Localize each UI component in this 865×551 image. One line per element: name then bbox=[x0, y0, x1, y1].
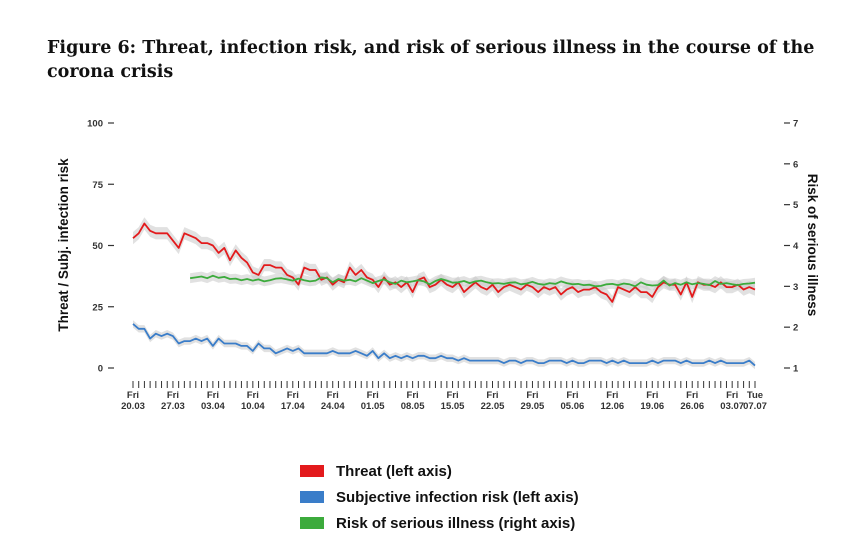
x-tick-label-date: 24.04 bbox=[321, 401, 345, 412]
legend-item-threat: Threat (left axis) bbox=[300, 458, 579, 484]
legend-item-serious-illness: Risk of serious illness (right axis) bbox=[300, 510, 579, 536]
x-tick-label-day: Tue bbox=[747, 390, 763, 401]
line-threat bbox=[132, 222, 756, 303]
x-tick-label-date: 01.05 bbox=[361, 401, 385, 412]
right-y-tick-label: 7 bbox=[793, 119, 798, 130]
x-tick-label-date: 03.07 bbox=[720, 401, 744, 412]
x-tick-label-date: 03.04 bbox=[201, 401, 225, 412]
x-tick-label-day: Fri bbox=[207, 390, 219, 401]
legend-item-infection-risk: Subjective infection risk (left axis) bbox=[300, 484, 579, 510]
legend: Threat (left axis) Subjective infection … bbox=[300, 458, 579, 536]
x-tick-label-day: Fri bbox=[486, 390, 498, 401]
x-tick-label-date: 19.06 bbox=[640, 401, 664, 412]
x-tick-label-date: 08.05 bbox=[401, 401, 425, 412]
line-infection-risk bbox=[132, 323, 756, 367]
x-tick-label-date: 17.04 bbox=[281, 401, 305, 412]
left-y-tick-label: 100 bbox=[87, 119, 103, 130]
legend-label-threat: Threat (left axis) bbox=[336, 462, 452, 480]
x-tick-label-day: Fri bbox=[127, 390, 139, 401]
legend-label-infection-risk: Subjective infection risk (left axis) bbox=[336, 488, 579, 506]
band-serious-illness bbox=[190, 270, 756, 292]
x-tick-label-day: Fri bbox=[367, 390, 379, 401]
x-tick-label-date: 07.07 bbox=[743, 401, 767, 412]
left-y-tick-label: 50 bbox=[92, 241, 103, 252]
figure-title: Figure 6: Threat, infection risk, and ri… bbox=[47, 38, 815, 82]
x-tick-label-date: 27.03 bbox=[161, 401, 185, 412]
line-serious-illness bbox=[189, 274, 756, 288]
x-tick-label-date: 05.06 bbox=[561, 401, 585, 412]
x-tick-label-date: 26.06 bbox=[680, 401, 704, 412]
x-tick-label-date: 12.06 bbox=[600, 401, 624, 412]
right-axis-title: Risk of serious illness bbox=[805, 174, 820, 317]
x-tick-label-date: 29.05 bbox=[521, 401, 545, 412]
left-axis-title: Threat / Subj. infection risk bbox=[56, 158, 71, 332]
axes: 02550751001234567Fri20.03Fri27.03Fri03.0… bbox=[87, 119, 799, 413]
band-threat bbox=[133, 217, 755, 308]
right-y-tick-label: 3 bbox=[793, 282, 798, 293]
series-lines bbox=[132, 222, 756, 367]
x-tick-label-day: Fri bbox=[646, 390, 658, 401]
x-tick-label-day: Fri bbox=[327, 390, 339, 401]
left-y-tick-label: 25 bbox=[92, 302, 103, 313]
x-tick-label-day: Fri bbox=[566, 390, 578, 401]
x-tick-label-day: Fri bbox=[606, 390, 618, 401]
right-y-tick-label: 2 bbox=[793, 323, 798, 334]
x-tick-label-day: Fri bbox=[247, 390, 259, 401]
legend-label-serious-illness: Risk of serious illness (right axis) bbox=[336, 514, 576, 532]
legend-swatch-serious-illness bbox=[300, 517, 324, 529]
x-tick-label-day: Fri bbox=[446, 390, 458, 401]
x-tick-label-date: 20.03 bbox=[121, 401, 145, 412]
x-tick-label-day: Fri bbox=[686, 390, 698, 401]
left-y-tick-label: 0 bbox=[98, 364, 103, 375]
x-tick-label-day: Fri bbox=[526, 390, 538, 401]
x-tick-label-day: Fri bbox=[287, 390, 299, 401]
right-y-tick-label: 1 bbox=[793, 364, 799, 375]
x-tick-label-date: 22.05 bbox=[481, 401, 505, 412]
right-y-tick-label: 4 bbox=[793, 241, 799, 252]
left-y-tick-label: 75 bbox=[92, 180, 103, 191]
x-tick-label-day: Fri bbox=[167, 390, 179, 401]
legend-swatch-threat bbox=[300, 465, 324, 477]
x-tick-label-day: Fri bbox=[407, 390, 419, 401]
x-tick-label-day: Fri bbox=[726, 390, 738, 401]
x-tick-label-date: 15.05 bbox=[441, 401, 465, 412]
right-y-tick-label: 6 bbox=[793, 159, 798, 170]
line-chart: 02550751001234567Fri20.03Fri27.03Fri03.0… bbox=[56, 119, 820, 413]
right-y-tick-label: 5 bbox=[793, 200, 799, 211]
confidence-bands bbox=[133, 217, 756, 370]
legend-swatch-infection-risk bbox=[300, 491, 324, 503]
x-tick-label-date: 10.04 bbox=[241, 401, 265, 412]
